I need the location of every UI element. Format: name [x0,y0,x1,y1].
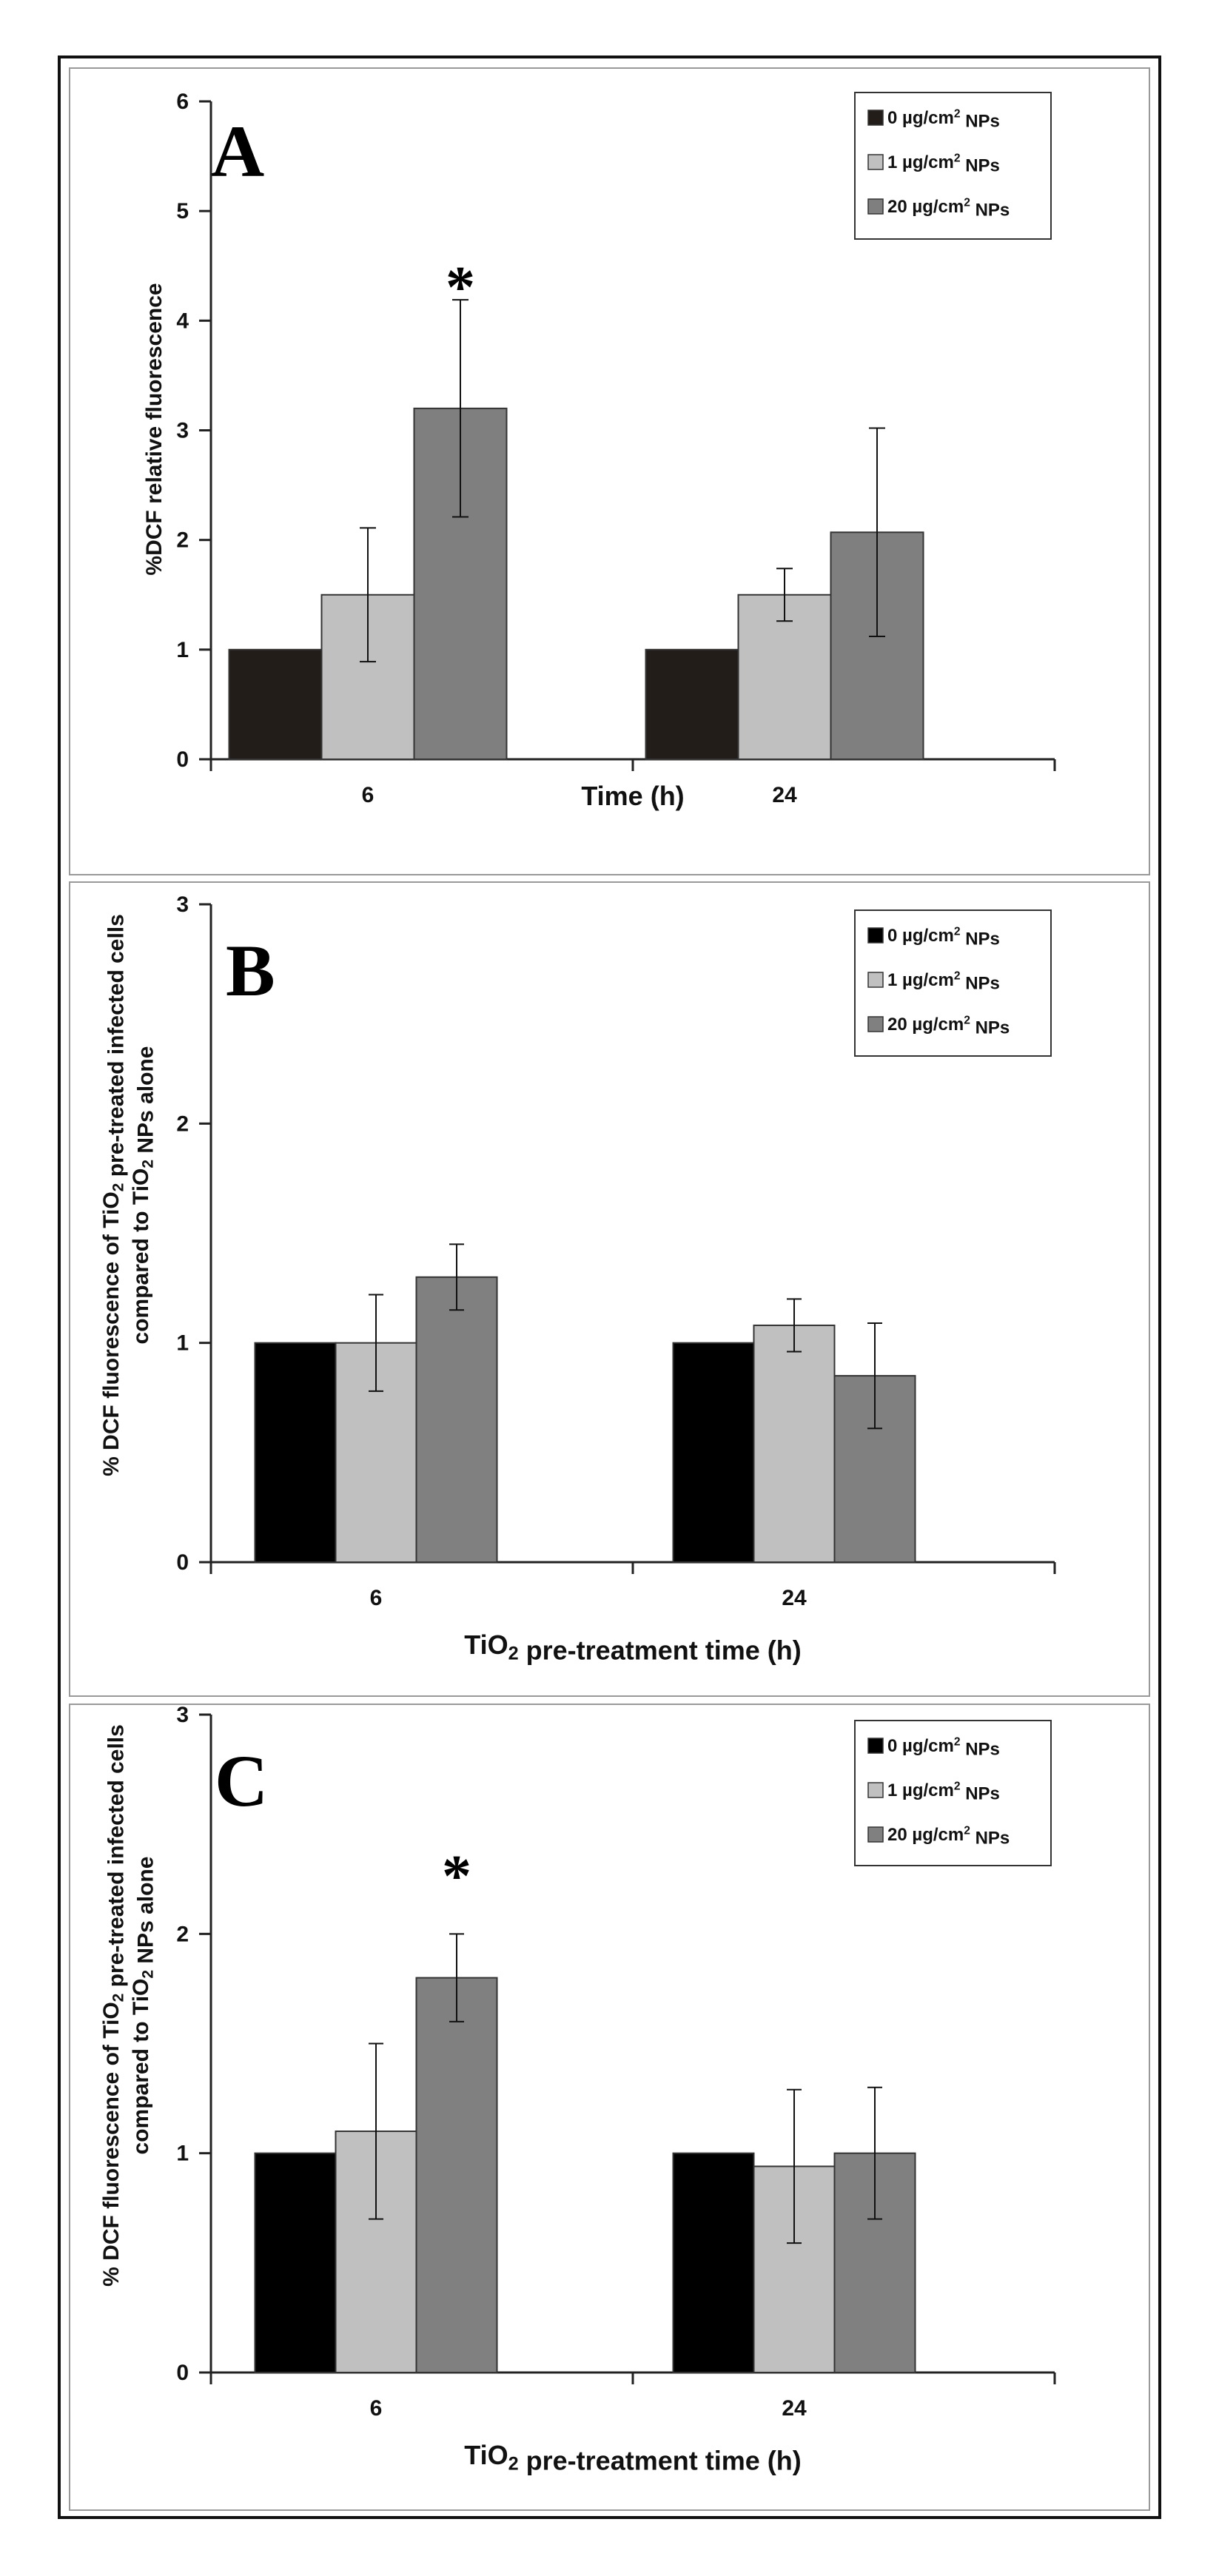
panel-a-y-tick-label: 6 [176,90,189,114]
panel-b-legend-swatch-2 [867,972,884,988]
panel-a-x-tick-label: 24 [772,783,797,807]
panel-b-frame [69,881,1150,1697]
panel-b-x-tick-label: 24 [782,1586,807,1610]
panel-b: B 0 1 2 3 6 24 TiO2 pre-treatment time (h) % DCF… [99,892,1056,1666]
panel-c-x-label: TiO2 pre-treatment time (h) [464,2440,801,2476]
panel-a-frame [69,67,1150,875]
panel-b-bar-3-cat-6 [415,1276,498,1564]
panel-c-legend-swatch-1 [867,1738,884,1754]
panel-a-legend: 0 µg/cm2 NPs 1 µg/cm2 NPs 20 µg/cm2 NPs [854,92,1052,240]
panel-c-frame [69,1704,1150,2511]
panel-c-bar-1-cat-6 [254,2152,337,2374]
panel-b-y-label-line2: compared to TiO2 NPs alone [129,1046,158,1345]
panel-c: C 0 1 2 3 6 24 * TiO2 pre-treatment time (h) % DC… [99,1703,1056,2476]
panel-a-bar-2-cat-24 [737,593,832,760]
panel-c-y-tick-label: 0 [176,2361,189,2385]
panel-c-x-tick-label: 6 [370,2396,383,2421]
panel-b-legend-box [854,909,1052,1057]
panel-a-legend-label-3: 20 µg/cm2 NPs [887,196,1010,220]
panel-a-legend-swatch-1 [867,110,884,126]
panel-a: A 0 1 2 3 4 5 6 6 24 * Time (h) %DCF relative fluore… [142,90,1056,811]
panel-b-y-tick-label: 3 [176,892,189,917]
panel-b-y-label-line1: % DCF fluorescence of TiO2 pre-treated i… [99,914,128,1476]
panel-b-x-label: TiO2 pre-treatment time (h) [464,1630,801,1666]
panel-a-legend-box [854,92,1052,240]
panel-b-legend-label-3: 20 µg/cm2 NPs [887,1014,1010,1038]
panel-a-bar-1-cat-6 [228,648,323,760]
panel-b-legend-swatch-3 [867,1016,884,1032]
panel-b-label: B [226,929,275,1012]
panel-a-y-tick-label: 2 [176,528,189,553]
panel-b-bar-1-cat-6 [254,1342,337,1563]
panel-c-x-tick-label: 24 [782,2396,807,2421]
panel-a-y-label: %DCF relative fluorescence [142,283,167,575]
panel-c-significance-star: * [442,1844,471,1909]
panel-b-y-tick-label: 2 [176,1112,189,1136]
panel-c-legend-box [854,1720,1052,1866]
panel-c-legend: 0 µg/cm2 NPs 1 µg/cm2 NPs 20 µg/cm2 NPs [854,1720,1052,1866]
panel-b-x-tick-label: 6 [370,1586,383,1610]
panel-c-legend-swatch-3 [867,1826,884,1843]
outer-frame [58,56,1161,2519]
panel-b-legend-swatch-1 [867,927,884,944]
panel-a-legend-swatch-2 [867,154,884,170]
panel-a-y-tick-label: 1 [176,638,189,662]
panel-c-bar-1-cat-24 [672,2152,755,2374]
panel-a-bar-1-cat-24 [645,648,739,760]
panel-a-x-label: Time (h) [581,781,684,811]
panel-b-legend-label-1: 0 µg/cm2 NPs [887,925,1000,949]
panel-b-y-tick-label: 0 [176,1550,189,1575]
panel-c-legend-label-1: 0 µg/cm2 NPs [887,1735,1000,1759]
panel-a-y-tick-label: 5 [176,199,189,223]
panel-b-bar-2-cat-24 [753,1324,836,1563]
panel-a-y-tick-label: 4 [176,309,189,333]
panel-b-bar-1-cat-24 [672,1342,755,1563]
panel-a-legend-label-1: 0 µg/cm2 NPs [887,107,1000,131]
panel-c-y-tick-label: 1 [176,2142,189,2166]
panel-c-y-tick-label: 2 [176,1922,189,1946]
panel-c-bar-3-cat-6 [415,1977,498,2374]
panel-c-legend-label-2: 1 µg/cm2 NPs [887,1780,1000,1803]
panel-c-y-label-line2: compared to TiO2 NPs alone [129,1857,158,2155]
panel-c-legend-swatch-2 [867,1782,884,1798]
panel-a-y-tick-label: 3 [176,419,189,443]
panel-b-legend-label-2: 1 µg/cm2 NPs [887,969,1000,993]
panel-a-label: A [211,110,264,192]
panel-a-x-tick-label: 6 [362,783,375,807]
panel-a-significance-star: * [446,255,475,320]
panel-b-legend: 0 µg/cm2 NPs 1 µg/cm2 NPs 20 µg/cm2 NPs [854,909,1052,1057]
panel-c-y-label-line1: % DCF fluorescence of TiO2 pre-treated i… [99,1724,128,2287]
panel-c-y-tick-label: 3 [176,1703,189,1727]
panel-c-legend-label-3: 20 µg/cm2 NPs [887,1824,1010,1848]
panel-a-y-tick-label: 0 [176,747,189,772]
panel-c-label: C [215,1740,268,1822]
panel-b-y-tick-label: 1 [176,1331,189,1356]
panel-a-legend-label-2: 1 µg/cm2 NPs [887,152,1000,175]
panel-a-legend-swatch-3 [867,198,884,215]
